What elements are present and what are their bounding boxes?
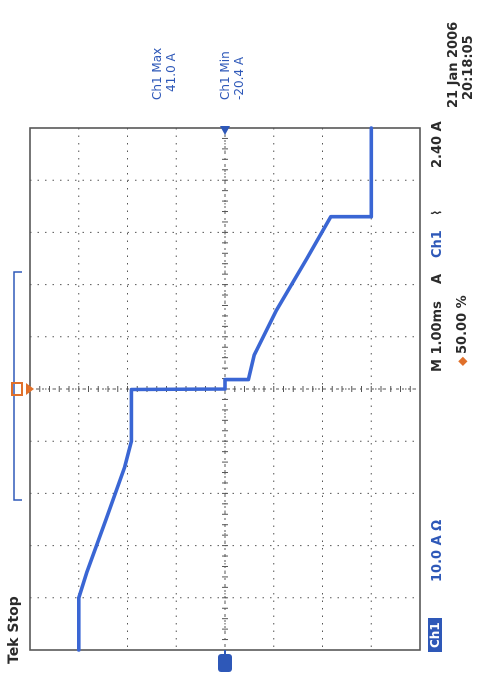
time-stamp: 20:18:05: [461, 35, 476, 100]
ch1-ground-marker: [218, 654, 232, 672]
ch1-scale-readout: 10.0 A Ω: [430, 519, 445, 582]
position-markers: [11, 126, 232, 672]
measurement-ch1-min-label: Ch1 Min: [218, 51, 232, 100]
trigger-slope-icon: ⌇: [430, 209, 445, 216]
trigger-position-icon: ◆: [455, 356, 469, 366]
trigger-time-marker: [11, 382, 23, 396]
measurement-ch1-min-value: -20.4 A: [232, 56, 246, 100]
timebase-readout: M 1.00ms: [430, 301, 445, 372]
record-position-bracket: [13, 271, 22, 501]
trigger-level-readout: 2.40 A: [430, 121, 445, 168]
measurement-ch1-max-label: Ch1 Max: [150, 47, 164, 100]
trigger-time-pointer: [26, 383, 34, 395]
ch1-trace: [77, 126, 374, 652]
channel-1-badge: Ch1: [428, 618, 442, 652]
trigger-source: Ch1: [430, 230, 445, 258]
date-stamp: 21 Jan 2006: [446, 21, 461, 108]
trigger-mode: A: [430, 273, 445, 284]
measurement-ch1-max-value: 41.0 A: [164, 53, 178, 92]
ch1-waveform: [77, 126, 374, 652]
trigger-level-marker: [220, 126, 230, 135]
trigger-position-readout: 50.00 %: [455, 295, 470, 354]
acquisition-status: Tek Stop: [6, 596, 22, 664]
